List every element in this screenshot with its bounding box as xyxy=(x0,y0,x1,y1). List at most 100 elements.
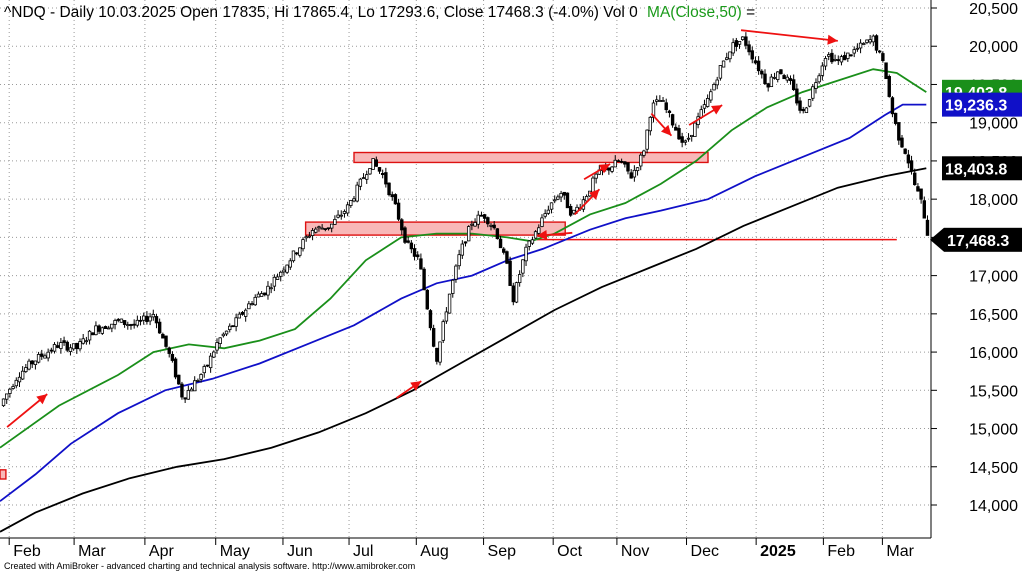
x-tick-label: May xyxy=(220,543,250,560)
candle-body xyxy=(14,379,18,387)
candle-body xyxy=(396,202,401,220)
x-tick-label: Mar xyxy=(78,543,106,560)
candle-body xyxy=(371,158,375,170)
candle-body xyxy=(75,342,79,350)
candle-body xyxy=(243,309,248,317)
arrow-head xyxy=(410,381,422,391)
candle-body xyxy=(893,112,898,124)
candle-body xyxy=(317,226,321,229)
candle-body xyxy=(454,265,458,280)
footer-credit: Created with AmiBroker - advanced charti… xyxy=(4,561,415,571)
candle-body xyxy=(827,54,831,57)
x-tick-label: Feb xyxy=(13,543,41,560)
candle-body xyxy=(511,285,515,303)
candle-body xyxy=(830,52,834,63)
arrow-shaft xyxy=(740,29,838,42)
candle-body xyxy=(91,332,95,336)
ma100-line xyxy=(0,103,927,502)
candle-body xyxy=(616,160,621,163)
candle-body xyxy=(438,341,442,363)
candle-body xyxy=(208,355,213,369)
candle-body xyxy=(259,293,264,297)
candle-body xyxy=(495,228,500,240)
candle-body xyxy=(553,199,557,202)
candle-body xyxy=(247,303,251,310)
candle-body xyxy=(173,358,178,378)
candle-body xyxy=(489,224,493,227)
candle-body xyxy=(441,321,445,341)
candle-body xyxy=(619,160,624,163)
ma200-line xyxy=(0,167,927,533)
candle-body xyxy=(670,114,675,126)
candle-body xyxy=(709,91,713,101)
candle-body xyxy=(192,380,197,392)
candle-body xyxy=(591,177,595,193)
candle-body xyxy=(884,62,888,80)
y-axis: 20,50020,00019,50019,00018,50018,00017,5… xyxy=(930,0,1018,538)
candle-body xyxy=(715,79,719,86)
candle-body xyxy=(135,319,140,326)
candle-body xyxy=(645,129,649,150)
candle-body xyxy=(546,209,551,214)
y-tick-label: 15,500 xyxy=(969,383,1018,400)
candle-body xyxy=(132,323,136,326)
candle-body xyxy=(906,154,911,164)
value-label-box xyxy=(942,92,1022,117)
candle-body xyxy=(266,285,270,296)
candle-body xyxy=(361,177,366,180)
candle-body xyxy=(677,128,681,140)
candle-body xyxy=(46,351,50,359)
grid-lines xyxy=(0,0,930,538)
candle-body xyxy=(65,341,69,351)
candle-body xyxy=(919,188,923,200)
candle-body xyxy=(307,235,312,238)
candle-body xyxy=(833,58,837,61)
candle-body xyxy=(5,393,9,400)
candle-body xyxy=(196,379,200,382)
candle-body xyxy=(667,110,672,114)
value-label-box xyxy=(942,156,1022,181)
candle-body xyxy=(81,338,85,344)
candle-body xyxy=(189,388,194,392)
arrow-head xyxy=(588,189,600,200)
candle-body xyxy=(836,59,840,61)
candle-body xyxy=(1,398,6,407)
candle-body xyxy=(180,383,184,398)
candle-body xyxy=(145,315,149,323)
candle-body xyxy=(339,214,343,217)
candle-body xyxy=(925,219,930,236)
candle-body xyxy=(705,98,710,107)
candle-body xyxy=(744,36,748,46)
y-tick-label: 14,500 xyxy=(969,460,1018,477)
candle-body xyxy=(78,341,82,350)
candle-body xyxy=(106,327,111,330)
candle-body xyxy=(658,100,662,102)
candle-body xyxy=(877,50,882,53)
candle-body xyxy=(368,168,372,175)
arrow-head xyxy=(36,394,48,405)
candle-body xyxy=(186,390,191,400)
candle-body xyxy=(84,340,89,343)
candle-body xyxy=(129,324,133,326)
y-tick-label: 16,000 xyxy=(969,345,1018,362)
y-tick-label: 18,000 xyxy=(969,192,1018,209)
candle-body xyxy=(760,70,764,75)
candle-body xyxy=(712,84,716,91)
candle-body xyxy=(568,206,573,216)
candle-body xyxy=(820,65,825,76)
candle-body xyxy=(406,240,410,243)
candle-body xyxy=(556,196,560,200)
candle-body xyxy=(11,386,15,389)
candle-body xyxy=(740,36,745,40)
candle-body xyxy=(224,330,229,335)
candle-body xyxy=(842,55,847,61)
candle-body xyxy=(97,325,101,332)
candle-body xyxy=(747,44,751,53)
x-tick-label: Jun xyxy=(287,543,313,560)
candle-body xyxy=(607,167,611,171)
candle-body xyxy=(693,122,697,137)
candle-body xyxy=(342,211,347,214)
candle-body xyxy=(275,276,280,280)
candle-body xyxy=(769,76,774,88)
